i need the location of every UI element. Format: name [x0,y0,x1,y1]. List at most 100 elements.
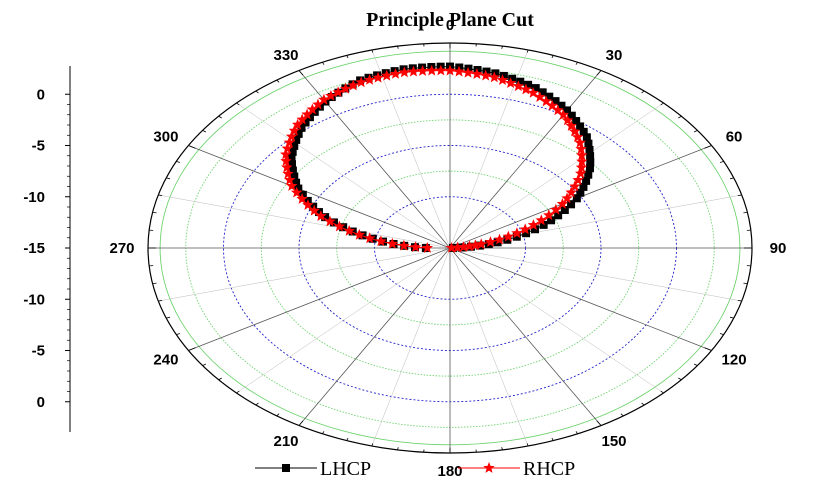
angle-label-30: 30 [606,47,623,64]
ring-tick-40 [641,90,645,94]
ring-tick-45 [660,102,664,106]
marker-rhcp-81 [511,227,523,239]
series-group [280,62,595,253]
radial-label-upper-1: -5 [32,138,45,155]
marker-rhcp-71 [572,174,584,185]
marker-lhcp-16 [292,178,301,187]
radial-label-lower-0: -10 [23,291,45,308]
marker-lhcp-11 [314,208,323,217]
marker-rhcp-84 [484,236,497,248]
ring-tick-30 [596,70,602,76]
radial-label-upper-3: -15 [23,240,45,257]
radial-axis: 0 -5 -10 -15 -10 -5 0 [23,66,71,432]
ring-tick-215 [276,413,280,417]
marker-lhcp-74 [576,188,585,197]
marker-rhcp-14 [290,186,303,198]
marker-rhcp-29 [312,98,324,110]
marker-rhcp-11 [308,204,320,216]
marker-lhcp-50 [491,69,500,78]
ring-tick-75 [737,194,742,197]
spoke-195 [371,247,451,447]
legend: LHCP RHCP [255,458,575,480]
marker-rhcp-61 [561,114,574,126]
angle-label-90: 90 [770,240,787,257]
marker-lhcp-26 [301,118,310,127]
marker-lhcp-79 [547,216,556,225]
ring-tick-285 [158,194,163,197]
ring-tick-210 [298,420,304,426]
marker-rhcp-39 [389,67,402,79]
marker-rhcp-0 [421,242,434,253]
spoke-120 [449,247,712,351]
ring-tick-200 [346,437,349,441]
marker-rhcp-69 [575,161,588,173]
ring-tick-35 [620,79,624,83]
legend-label-lhcp: LHCP [320,458,371,480]
spoke-255 [158,247,451,302]
marker-rhcp-2 [398,239,410,251]
marker-rhcp-12 [302,199,314,210]
marker-rhcp-60 [557,108,569,120]
ring-tick-105 [737,299,742,302]
marker-rhcp-5 [363,232,376,244]
marker-rhcp-67 [576,149,588,161]
marker-lhcp-52 [508,74,517,83]
marker-rhcp-73 [565,186,577,198]
marker-rhcp-70 [575,167,587,179]
marker-lhcp-75 [572,194,581,203]
marker-rhcp-31 [325,89,337,101]
marker-lhcp-14 [298,190,307,199]
marker-rhcp-59 [552,104,564,116]
marker-rhcp-53 [512,80,525,92]
marker-lhcp-80 [539,220,548,229]
ring-tick-240 [188,347,196,351]
spoke-225 [236,247,451,394]
ring-tick-50 [678,115,682,119]
marker-rhcp-80 [519,223,531,235]
marker-rhcp-51 [496,74,509,86]
ring-tick-155 [575,431,578,435]
marker-lhcp-19 [287,160,296,169]
marker-lhcp-73 [579,182,588,191]
ring-tick-15 [526,49,529,53]
marker-lhcp-81 [531,225,540,234]
chart-title: Principle Plane Cut [366,9,534,31]
ring-tick-320 [255,90,259,94]
marker-lhcp-65 [582,133,591,142]
ring-tick-140 [641,402,645,406]
marker-lhcp-62 [572,117,581,126]
marker-rhcp-50 [488,71,501,83]
angle-label-300: 300 [153,129,178,146]
spoke-330 [298,70,451,249]
marker-lhcp-18 [288,166,297,175]
spoke-285 [158,194,451,249]
marker-rhcp-74 [561,192,573,204]
legend-label-rhcp: RHCP [523,458,575,480]
marker-rhcp-87 [463,240,476,252]
marker-lhcp-51 [499,71,508,80]
marker-rhcp-72 [569,180,581,192]
marker-rhcp-36 [363,73,376,85]
ring-tick-335 [322,61,325,65]
radial-label-upper-0: 0 [37,86,45,103]
ring-tick-70 [729,177,734,180]
ring-tick-145 [620,413,624,417]
ring-tick-205 [322,431,325,435]
marker-rhcp-17 [282,167,294,179]
marker-rhcp-65 [574,136,586,148]
marker-rhcp-41 [407,65,420,77]
marker-lhcp-17 [290,172,299,181]
spoke-300 [188,145,451,249]
radial-label-upper-2: -10 [23,189,45,206]
marker-rhcp-26 [296,113,308,125]
spoke-45 [449,102,664,249]
marker-rhcp-66 [575,143,587,154]
ring-tick-220 [255,402,259,406]
ring-tick-60 [704,145,712,149]
marker-rhcp-35 [355,76,367,88]
marker-lhcp-69 [586,158,595,167]
marker-rhcp-46 [453,65,465,77]
marker-lhcp-21 [288,147,297,156]
spoke-105 [449,247,742,302]
marker-rhcp-10 [315,210,327,221]
